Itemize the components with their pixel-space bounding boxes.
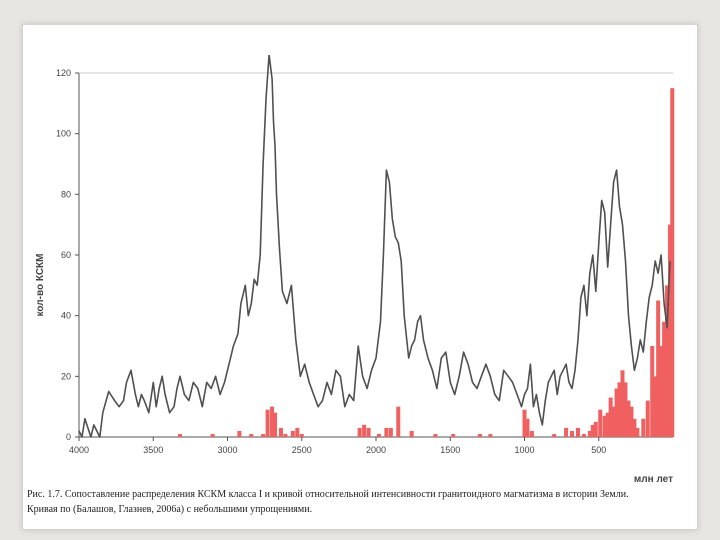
data-bar bbox=[210, 433, 215, 437]
data-bar bbox=[396, 406, 401, 437]
x-tick-label: 4000 bbox=[69, 445, 89, 455]
x-tick-label: 1500 bbox=[440, 445, 460, 455]
data-bar bbox=[670, 88, 675, 437]
data-bar bbox=[650, 346, 655, 437]
data-bar bbox=[295, 427, 300, 437]
y-tick-label: 60 bbox=[61, 250, 71, 260]
data-bar bbox=[525, 418, 530, 437]
data-bar bbox=[632, 418, 637, 437]
data-bar bbox=[645, 400, 650, 437]
data-bar bbox=[653, 376, 658, 437]
y-tick-label: 120 bbox=[56, 68, 71, 78]
figure: 0 20 40 60 80 100 120 4000 3500 3000 2500 2000 1500 1… bbox=[23, 53, 697, 525]
x-tick-label: 1000 bbox=[514, 445, 534, 455]
curve-layer bbox=[78, 53, 671, 438]
x-tick-label: 2500 bbox=[292, 445, 312, 455]
data-bar bbox=[593, 421, 598, 437]
data-bar bbox=[641, 418, 646, 437]
axis-layer: 0 20 40 60 80 100 120 4000 3500 3000 2500 2000 1500 1… bbox=[56, 68, 673, 455]
chart: 0 20 40 60 80 100 120 4000 3500 3000 2500 2000 1500 1… bbox=[35, 53, 675, 485]
data-bar bbox=[451, 433, 456, 437]
y-tick-label: 0 bbox=[66, 432, 71, 442]
data-bar bbox=[608, 397, 613, 437]
y-tick-label: 100 bbox=[56, 129, 71, 139]
data-bar bbox=[620, 370, 625, 437]
data-bar bbox=[602, 415, 607, 437]
y-tick-label: 80 bbox=[61, 189, 71, 199]
data-bar bbox=[659, 346, 664, 437]
data-bar bbox=[177, 433, 182, 437]
x-axis-unit-label: млн лет bbox=[634, 474, 673, 485]
intensity-curve bbox=[78, 53, 671, 438]
x-tick-label: 500 bbox=[591, 445, 606, 455]
data-bar bbox=[273, 412, 278, 437]
data-bar bbox=[581, 433, 586, 437]
data-bar bbox=[270, 406, 275, 437]
data-bar bbox=[376, 433, 381, 437]
data-bar bbox=[249, 433, 254, 437]
x-tick-label: 2000 bbox=[366, 445, 386, 455]
data-bar bbox=[635, 427, 640, 437]
data-bar bbox=[433, 433, 438, 437]
data-bar bbox=[357, 427, 362, 437]
data-bar bbox=[626, 400, 631, 437]
y-tick-label: 20 bbox=[61, 371, 71, 381]
data-bar bbox=[265, 409, 270, 437]
data-bar bbox=[290, 430, 295, 437]
data-bar bbox=[488, 433, 493, 437]
data-bar bbox=[590, 424, 595, 437]
data-bar bbox=[564, 427, 569, 437]
data-bar bbox=[614, 388, 619, 437]
data-bar bbox=[237, 430, 242, 437]
data-bar bbox=[261, 433, 266, 437]
data-bar bbox=[587, 430, 592, 437]
data-bar bbox=[283, 433, 288, 437]
data-bar bbox=[552, 433, 557, 437]
bar-layer bbox=[177, 88, 675, 437]
data-bar bbox=[575, 427, 580, 437]
data-bar bbox=[570, 430, 575, 437]
data-bar bbox=[299, 433, 304, 437]
x-tick-label: 3500 bbox=[143, 445, 163, 455]
data-bar bbox=[623, 382, 628, 437]
x-tick-label: 3000 bbox=[217, 445, 237, 455]
y-axis-label: кол-во КСКМ bbox=[35, 254, 46, 317]
data-bar bbox=[278, 427, 283, 437]
y-tick-label: 40 bbox=[61, 311, 71, 321]
data-bar bbox=[611, 406, 616, 437]
data-bar bbox=[522, 409, 527, 437]
slide: 0 20 40 60 80 100 120 4000 3500 3000 2500 2000 1500 1… bbox=[22, 24, 698, 530]
data-bar bbox=[366, 427, 371, 437]
data-bar bbox=[477, 433, 482, 437]
data-bar bbox=[529, 430, 534, 437]
data-bar bbox=[662, 321, 667, 437]
data-bar bbox=[384, 427, 389, 437]
data-bar bbox=[665, 285, 670, 437]
data-bar bbox=[388, 427, 393, 437]
data-bar bbox=[656, 300, 661, 437]
caption-line-1: Рис. 1.7. Сопоставление распределения КС… bbox=[27, 489, 629, 500]
data-bar bbox=[629, 406, 634, 437]
data-bar bbox=[617, 382, 622, 437]
data-bar bbox=[409, 430, 414, 437]
data-bar bbox=[362, 424, 367, 437]
caption-line-2: Кривая по (Балашов, Глазнев, 2006а) с не… bbox=[27, 504, 313, 515]
figure-caption: Рис. 1.7. Сопоставление распределения КС… bbox=[27, 487, 691, 517]
data-bar bbox=[605, 412, 610, 437]
data-bar bbox=[668, 224, 673, 437]
data-bar bbox=[598, 409, 603, 437]
